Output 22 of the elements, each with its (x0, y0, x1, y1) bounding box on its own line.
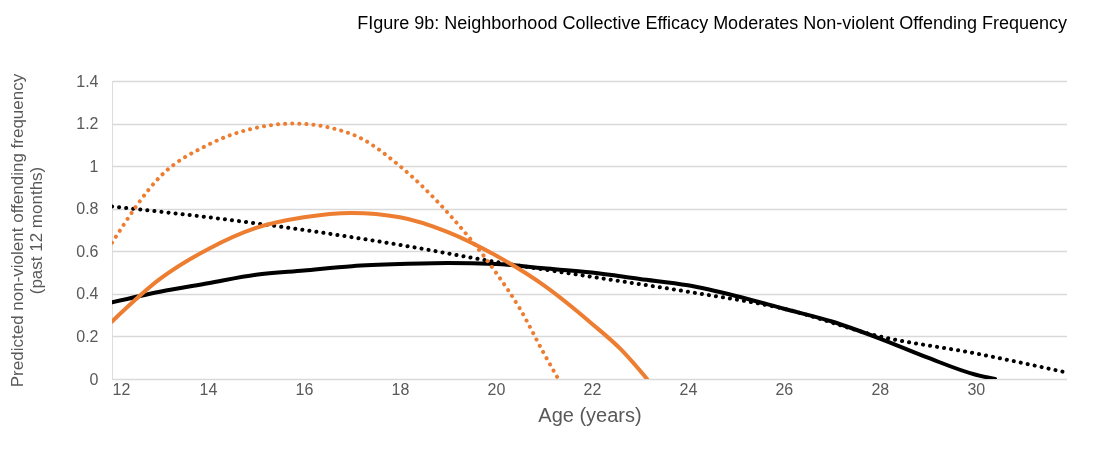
y-tick-label: 1.2 (76, 115, 99, 133)
x-tick-label: 16 (295, 380, 314, 398)
x-tick-label: 18 (391, 380, 410, 398)
y-tick-label: 0.4 (76, 285, 99, 303)
y-tick-label: 0.2 (76, 327, 99, 345)
y-tick-label: 0.8 (76, 200, 99, 218)
chart-title: FIgure 9b: Neighborhood Collective Efficacy Moderates Non-violent Offending Frequency (357, 12, 1067, 33)
x-tick-label: 12 (112, 380, 131, 398)
x-tick-label: 24 (679, 380, 698, 398)
line-series (112, 204, 1067, 375)
y-tick-label: 1.4 (76, 72, 99, 90)
y-tick-label: 1 (89, 157, 99, 175)
y-tick-label: 0 (89, 370, 99, 388)
x-tick-label: 30 (967, 380, 986, 398)
x-tick-label: 28 (871, 380, 890, 398)
x-axis-title: Age (years) (538, 403, 642, 426)
x-tick-label: 22 (583, 380, 602, 398)
y-axis-title: Predicted non-violent offending frequency (past 12 months) (8, 73, 47, 388)
x-tick-label: 26 (775, 380, 794, 398)
x-tick-label: 14 (199, 380, 218, 398)
y-tick-label: 0.6 (76, 242, 99, 260)
x-tick-label: 20 (487, 380, 506, 398)
